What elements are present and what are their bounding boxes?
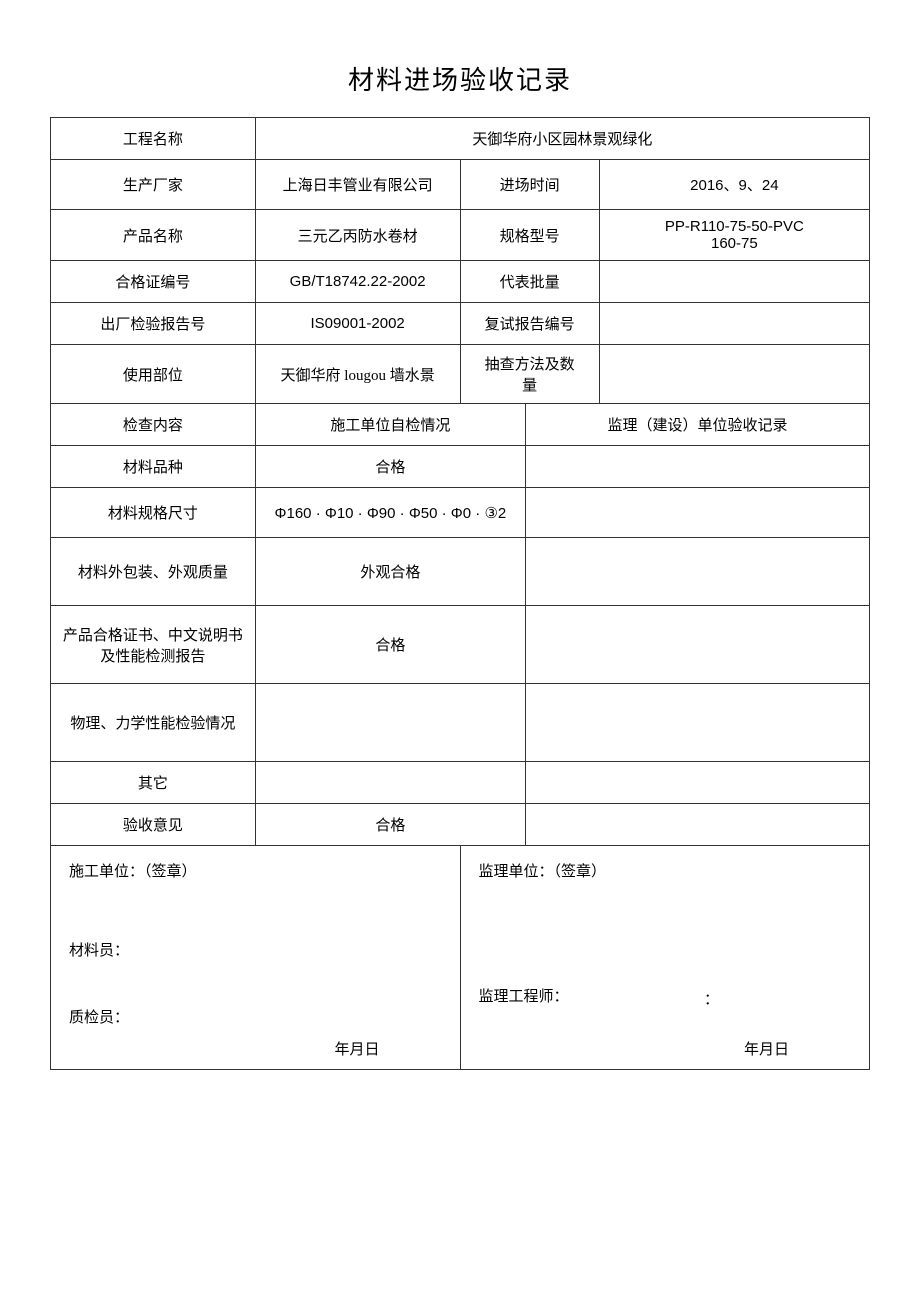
inspection-table: 工程名称 天御华府小区园林景观绿化 生产厂家 上海日丰管业有限公司 进场时间 2… <box>50 117 870 1070</box>
value-cert-docs-sup <box>526 606 870 684</box>
sig-date-left: 年月日 <box>334 1038 379 1059</box>
value-cert-number: GB/T18742.22-2002 <box>255 261 460 303</box>
value-entry-time: 2016、9、24 <box>599 160 869 210</box>
value-acceptance-sup <box>526 804 870 846</box>
label-entry-time: 进场时间 <box>460 160 599 210</box>
sig-colon: ： <box>704 988 719 1009</box>
value-material-type-sup <box>526 446 870 488</box>
label-batch: 代表批量 <box>460 261 599 303</box>
label-spec-model: 规格型号 <box>460 210 599 261</box>
label-cert-docs: 产品合格证书、中文说明书 及性能检测报告 <box>51 606 256 684</box>
label-packaging: 材料外包装、外观质量 <box>51 538 256 606</box>
value-sample-method <box>599 345 869 404</box>
label-other: 其它 <box>51 762 256 804</box>
label-manufacturer: 生产厂家 <box>51 160 256 210</box>
value-material-spec: Φ160 · Φ10 · Φ90 · Φ50 · Φ0 · ③2 <box>255 488 525 538</box>
value-manufacturer: 上海日丰管业有限公司 <box>255 160 460 210</box>
value-packaging: 外观合格 <box>255 538 525 606</box>
sig-supervisor-engineer: 监理工程师： <box>479 985 852 1006</box>
label-retest-report: 复试报告编号 <box>460 303 599 345</box>
value-product-name: 三元乙丙防水卷材 <box>255 210 460 261</box>
label-cert-number: 合格证编号 <box>51 261 256 303</box>
value-spec-model: PP-R110-75-50-PVC 160-75 <box>599 210 869 261</box>
sig-construction-unit: 施工单位：（签章） <box>69 860 442 881</box>
value-factory-report: IS09001-2002 <box>255 303 460 345</box>
value-use-part: 天御华府 lougou 墙水景 <box>255 345 460 404</box>
value-packaging-sup <box>526 538 870 606</box>
label-product-name: 产品名称 <box>51 210 256 261</box>
value-project-name: 天御华府小区园林景观绿化 <box>255 118 869 160</box>
value-batch <box>599 261 869 303</box>
value-cert-docs: 合格 <box>255 606 525 684</box>
sig-supervisor-unit: 监理单位：（签章） <box>479 860 852 881</box>
label-factory-report: 出厂检验报告号 <box>51 303 256 345</box>
value-retest-report <box>599 303 869 345</box>
label-self-check: 施工单位自检情况 <box>255 404 525 446</box>
signature-construction: 施工单位：（签章） 材料员： 质检员： 年月日 <box>51 846 461 1070</box>
value-physical-sup <box>526 684 870 762</box>
label-supervisor-record: 监理（建设）单位验收记录 <box>526 404 870 446</box>
label-inspect-content: 检查内容 <box>51 404 256 446</box>
label-sample-method: 抽查方法及数 量 <box>460 345 599 404</box>
page-title: 材料进场验收记录 <box>50 60 870 97</box>
label-material-spec: 材料规格尺寸 <box>51 488 256 538</box>
signature-supervisor: 监理单位：（签章） ： 监理工程师： 年月日 <box>460 846 870 1070</box>
sig-qc: 质检员： <box>69 1006 442 1027</box>
label-physical: 物理、力学性能检验情况 <box>51 684 256 762</box>
value-other-sup <box>526 762 870 804</box>
sig-date-right: 年月日 <box>744 1038 789 1059</box>
value-physical <box>255 684 525 762</box>
label-use-part: 使用部位 <box>51 345 256 404</box>
value-material-spec-sup <box>526 488 870 538</box>
label-project-name: 工程名称 <box>51 118 256 160</box>
value-acceptance: 合格 <box>255 804 525 846</box>
label-acceptance: 验收意见 <box>51 804 256 846</box>
label-material-type: 材料品种 <box>51 446 256 488</box>
sig-materialman: 材料员： <box>69 939 442 960</box>
value-material-type: 合格 <box>255 446 525 488</box>
value-other <box>255 762 525 804</box>
